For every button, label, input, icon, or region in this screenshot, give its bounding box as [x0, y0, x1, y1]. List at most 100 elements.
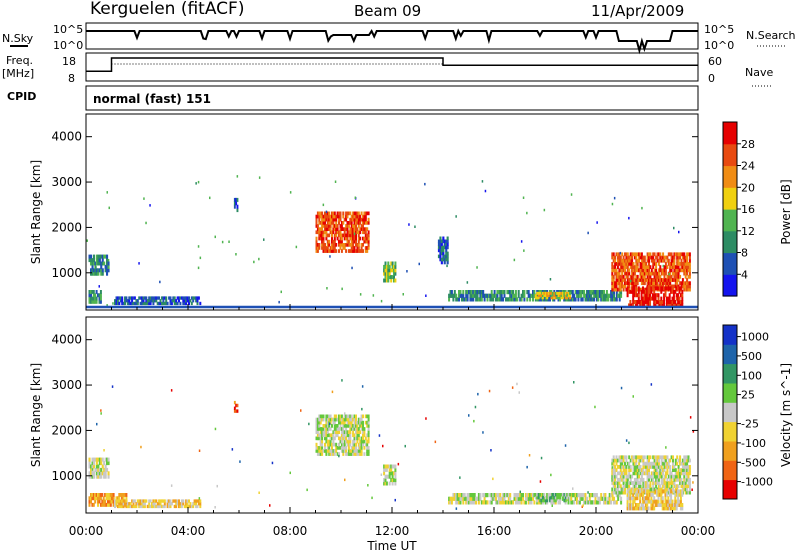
data-cell: [197, 502, 200, 506]
sparse-point: [214, 427, 217, 431]
data-cell: [646, 499, 649, 504]
data-cell: [325, 433, 328, 438]
data-cell: [342, 449, 345, 453]
data-cell: [362, 227, 364, 231]
data-cell: [526, 297, 529, 302]
data-cell: [322, 433, 325, 438]
data-cell: [394, 481, 397, 486]
data-cell: [650, 258, 653, 263]
data-cell: [315, 239, 318, 244]
data-cell: [363, 214, 366, 219]
data-cell: [604, 496, 607, 501]
data-cell: [646, 489, 649, 494]
data-cell: [635, 484, 638, 489]
data-cell: [367, 436, 370, 441]
data-cell: [469, 496, 472, 501]
data-cell: [95, 471, 98, 476]
data-cell: [466, 290, 469, 295]
data-cell: [549, 495, 552, 500]
data-cell: [616, 255, 619, 260]
data-cell: [105, 493, 108, 497]
data-cell: [315, 236, 318, 241]
data-cell: [349, 436, 352, 441]
data-cell: [684, 268, 687, 273]
data-cell: [98, 299, 101, 304]
data-cell: [94, 268, 97, 273]
data-cell: [360, 436, 363, 441]
data-cell: [325, 211, 328, 216]
data-cell: [618, 297, 621, 302]
data-cell: [97, 261, 100, 266]
data-cell: [670, 496, 673, 501]
data-cell: [466, 293, 469, 298]
data-cell: [554, 291, 557, 295]
data-cell: [359, 424, 362, 428]
data-cell: [486, 297, 489, 302]
data-cell: [679, 499, 682, 504]
data-cell: [472, 290, 475, 295]
colorbar-tick-label: 28: [741, 138, 755, 151]
sparse-point: [434, 440, 437, 444]
data-cell: [357, 452, 360, 456]
data-cell: [336, 446, 339, 450]
data-cell: [353, 420, 356, 425]
data-cell: [674, 461, 677, 466]
data-cell: [391, 464, 394, 469]
data-cell: [332, 221, 335, 225]
data-cell: [618, 484, 621, 489]
data-cell: [653, 289, 656, 294]
data-cell: [650, 281, 653, 286]
data-cell: [618, 284, 621, 289]
data-cell: [653, 281, 656, 286]
data-cell: [356, 221, 359, 225]
data-cell: [648, 474, 650, 479]
data-cell: [101, 493, 104, 497]
data-cell: [541, 500, 544, 505]
data-cell: [679, 303, 682, 308]
data-cell: [529, 500, 532, 505]
data-cell: [676, 255, 679, 260]
data-cell: [158, 499, 161, 503]
data-cell: [163, 499, 166, 503]
data-cell: [669, 265, 672, 269]
data-cell: [560, 493, 563, 497]
data-cell: [597, 290, 600, 295]
data-cell: [319, 439, 322, 444]
data-cell: [612, 474, 615, 479]
data-cell: [622, 487, 625, 492]
data-cell: [503, 293, 506, 298]
data-cell: [583, 290, 586, 295]
data-cell: [625, 474, 628, 479]
sparse-point: [367, 484, 369, 487]
data-cell: [657, 465, 660, 469]
data-cell: [349, 217, 352, 222]
data-cell: [640, 258, 643, 263]
freq-trace: [86, 57, 698, 72]
data-cell: [684, 455, 687, 460]
data-cell: [591, 297, 594, 302]
data-cell: [577, 493, 580, 498]
data-cell: [628, 255, 631, 260]
data-cell: [638, 465, 641, 469]
data-cell: [233, 406, 236, 410]
data-cell: [563, 498, 566, 503]
data-cell: [145, 296, 148, 300]
data-cell: [615, 271, 618, 276]
data-cell: [149, 299, 152, 303]
data-cell: [328, 427, 331, 431]
data-cell: [539, 297, 542, 302]
data-cell: [679, 281, 682, 286]
data-cell: [360, 439, 363, 444]
data-cell: [652, 484, 655, 489]
data-cell: [95, 493, 98, 497]
sparse-point: [668, 272, 670, 276]
data-cell: [506, 297, 509, 302]
data-cell: [663, 455, 666, 460]
data-cell: [367, 452, 370, 456]
data-cell: [629, 303, 632, 308]
data-cell: [577, 500, 580, 505]
data-cell: [163, 301, 166, 306]
data-cell: [332, 433, 335, 438]
sparse-point: [481, 180, 484, 183]
